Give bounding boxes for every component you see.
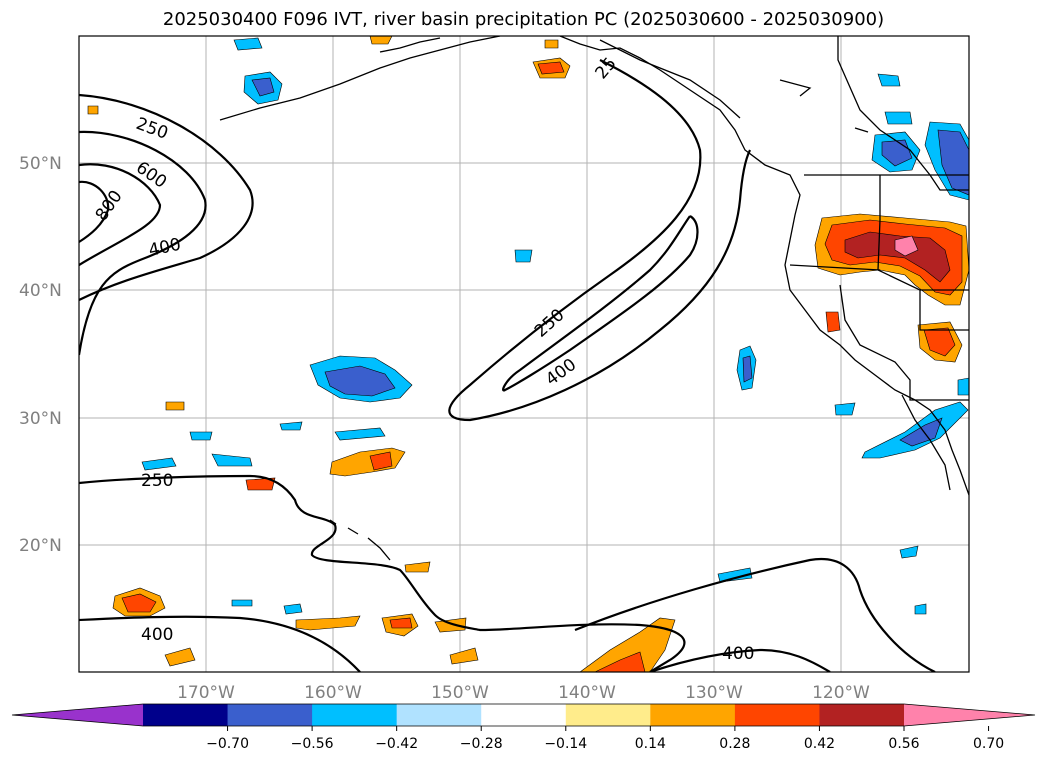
colorbar-tick-label: −0.56 <box>291 736 334 752</box>
map-plot-area <box>79 36 969 672</box>
colorbar-segment <box>481 704 567 726</box>
colorbar-segment <box>227 704 313 726</box>
contour-label: 400 <box>141 625 173 645</box>
colorbar-segment <box>565 704 651 726</box>
longitude-labels: 170°W 160°W 150°W 140°W 130°W 120°W <box>177 683 870 703</box>
colorbar-tick-label: 0.42 <box>804 736 835 752</box>
colorbar-segment <box>819 704 905 726</box>
contour-label: 250 <box>141 471 173 491</box>
colorbar-segment <box>734 704 820 726</box>
contour-label: 400 <box>722 644 754 664</box>
ivt-contours <box>79 59 936 672</box>
map-title: 2025030400 F096 IVT, river basin precipi… <box>162 9 885 30</box>
colorbar-tick-label: 0.14 <box>635 736 666 752</box>
lat-label: 30°N <box>19 409 62 429</box>
lon-label: 150°W <box>431 683 489 703</box>
lon-label: 120°W <box>812 683 870 703</box>
colorbar-segment <box>396 704 482 726</box>
colorbar-tick-label: −0.14 <box>544 736 587 752</box>
colorbar-extend-min <box>12 704 143 726</box>
colorbar-tick-label: −0.70 <box>206 736 249 752</box>
lat-label: 40°N <box>19 281 62 301</box>
colorbar-outline <box>11 703 1036 727</box>
lat-label: 20°N <box>19 536 62 556</box>
colorbar-extend-max <box>904 704 1035 726</box>
lat-label: 50°N <box>19 154 62 174</box>
lon-label: 160°W <box>304 683 362 703</box>
graticule <box>79 36 969 672</box>
coastlines <box>219 36 969 561</box>
precipitation-pc-fill <box>87 36 969 672</box>
colorbar: −0.70 −0.56 −0.42 −0.28 −0.14 0.14 0.28 0.42 0.5… <box>11 703 1036 752</box>
lon-label: 140°W <box>558 683 616 703</box>
colorbar-tick-label: 0.56 <box>888 736 919 752</box>
colorbar-segment <box>312 704 398 726</box>
map-frame <box>78 35 970 673</box>
colorbar-segment <box>143 704 229 726</box>
colorbar-tick-label: 0.70 <box>973 736 1004 752</box>
colorbar-tick-label: 0.28 <box>719 736 750 752</box>
lon-label: 170°W <box>177 683 235 703</box>
colorbar-tick-label: −0.42 <box>375 736 418 752</box>
colorbar-tick-label: −0.28 <box>460 736 503 752</box>
latitude-labels: 50°N 40°N 30°N 20°N <box>19 154 62 556</box>
colorbar-segment <box>650 704 736 726</box>
lon-label: 130°W <box>685 683 743 703</box>
